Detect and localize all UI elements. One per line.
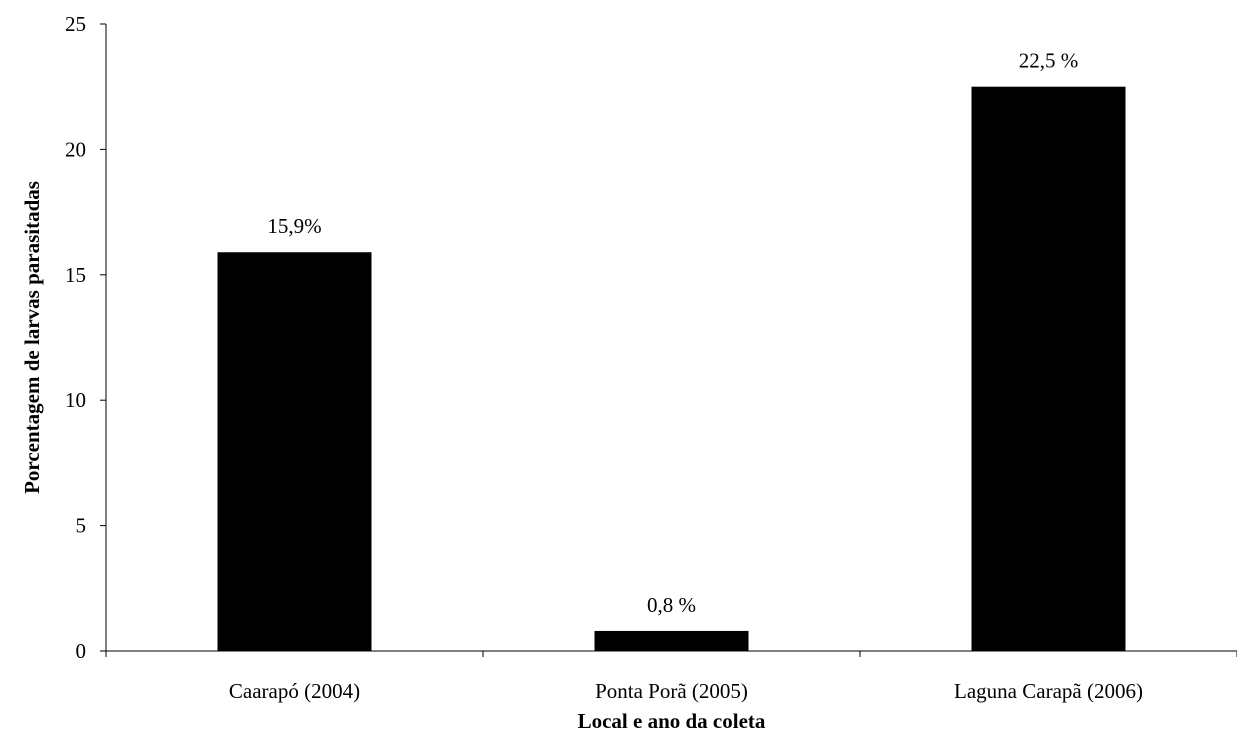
- bar: [971, 86, 1126, 651]
- x-category-label: Caarapó (2004): [229, 679, 360, 703]
- x-category-label: Laguna Carapã (2006): [954, 679, 1143, 703]
- y-axis-title: Porcentagem de larvas parasitadas: [20, 181, 44, 494]
- y-tick-label: 5: [76, 514, 87, 538]
- bar-data-label: 15,9%: [267, 214, 321, 238]
- x-category-label: Ponta Porã (2005): [595, 679, 748, 703]
- plot-area: 15,9% 0,8 % 22,5 %: [217, 49, 1126, 651]
- x-axis-title: Local e ano da coleta: [578, 709, 766, 733]
- y-tick-label: 20: [65, 137, 86, 161]
- y-tick-label: 15: [65, 263, 86, 287]
- x-axis-ticks: Caarapó (2004) Ponta Porã (2005) Laguna Ca…: [105, 651, 1237, 703]
- bar: [594, 630, 749, 651]
- y-tick-label: 0: [76, 639, 87, 663]
- y-tick-label: 25: [65, 12, 86, 36]
- y-axis-ticks: 0 5 10 15 20 25: [65, 12, 106, 663]
- bar-data-label: 0,8 %: [647, 593, 696, 617]
- y-tick-label: 10: [65, 388, 86, 412]
- bar: [217, 252, 372, 651]
- bar-data-label: 22,5 %: [1019, 49, 1079, 73]
